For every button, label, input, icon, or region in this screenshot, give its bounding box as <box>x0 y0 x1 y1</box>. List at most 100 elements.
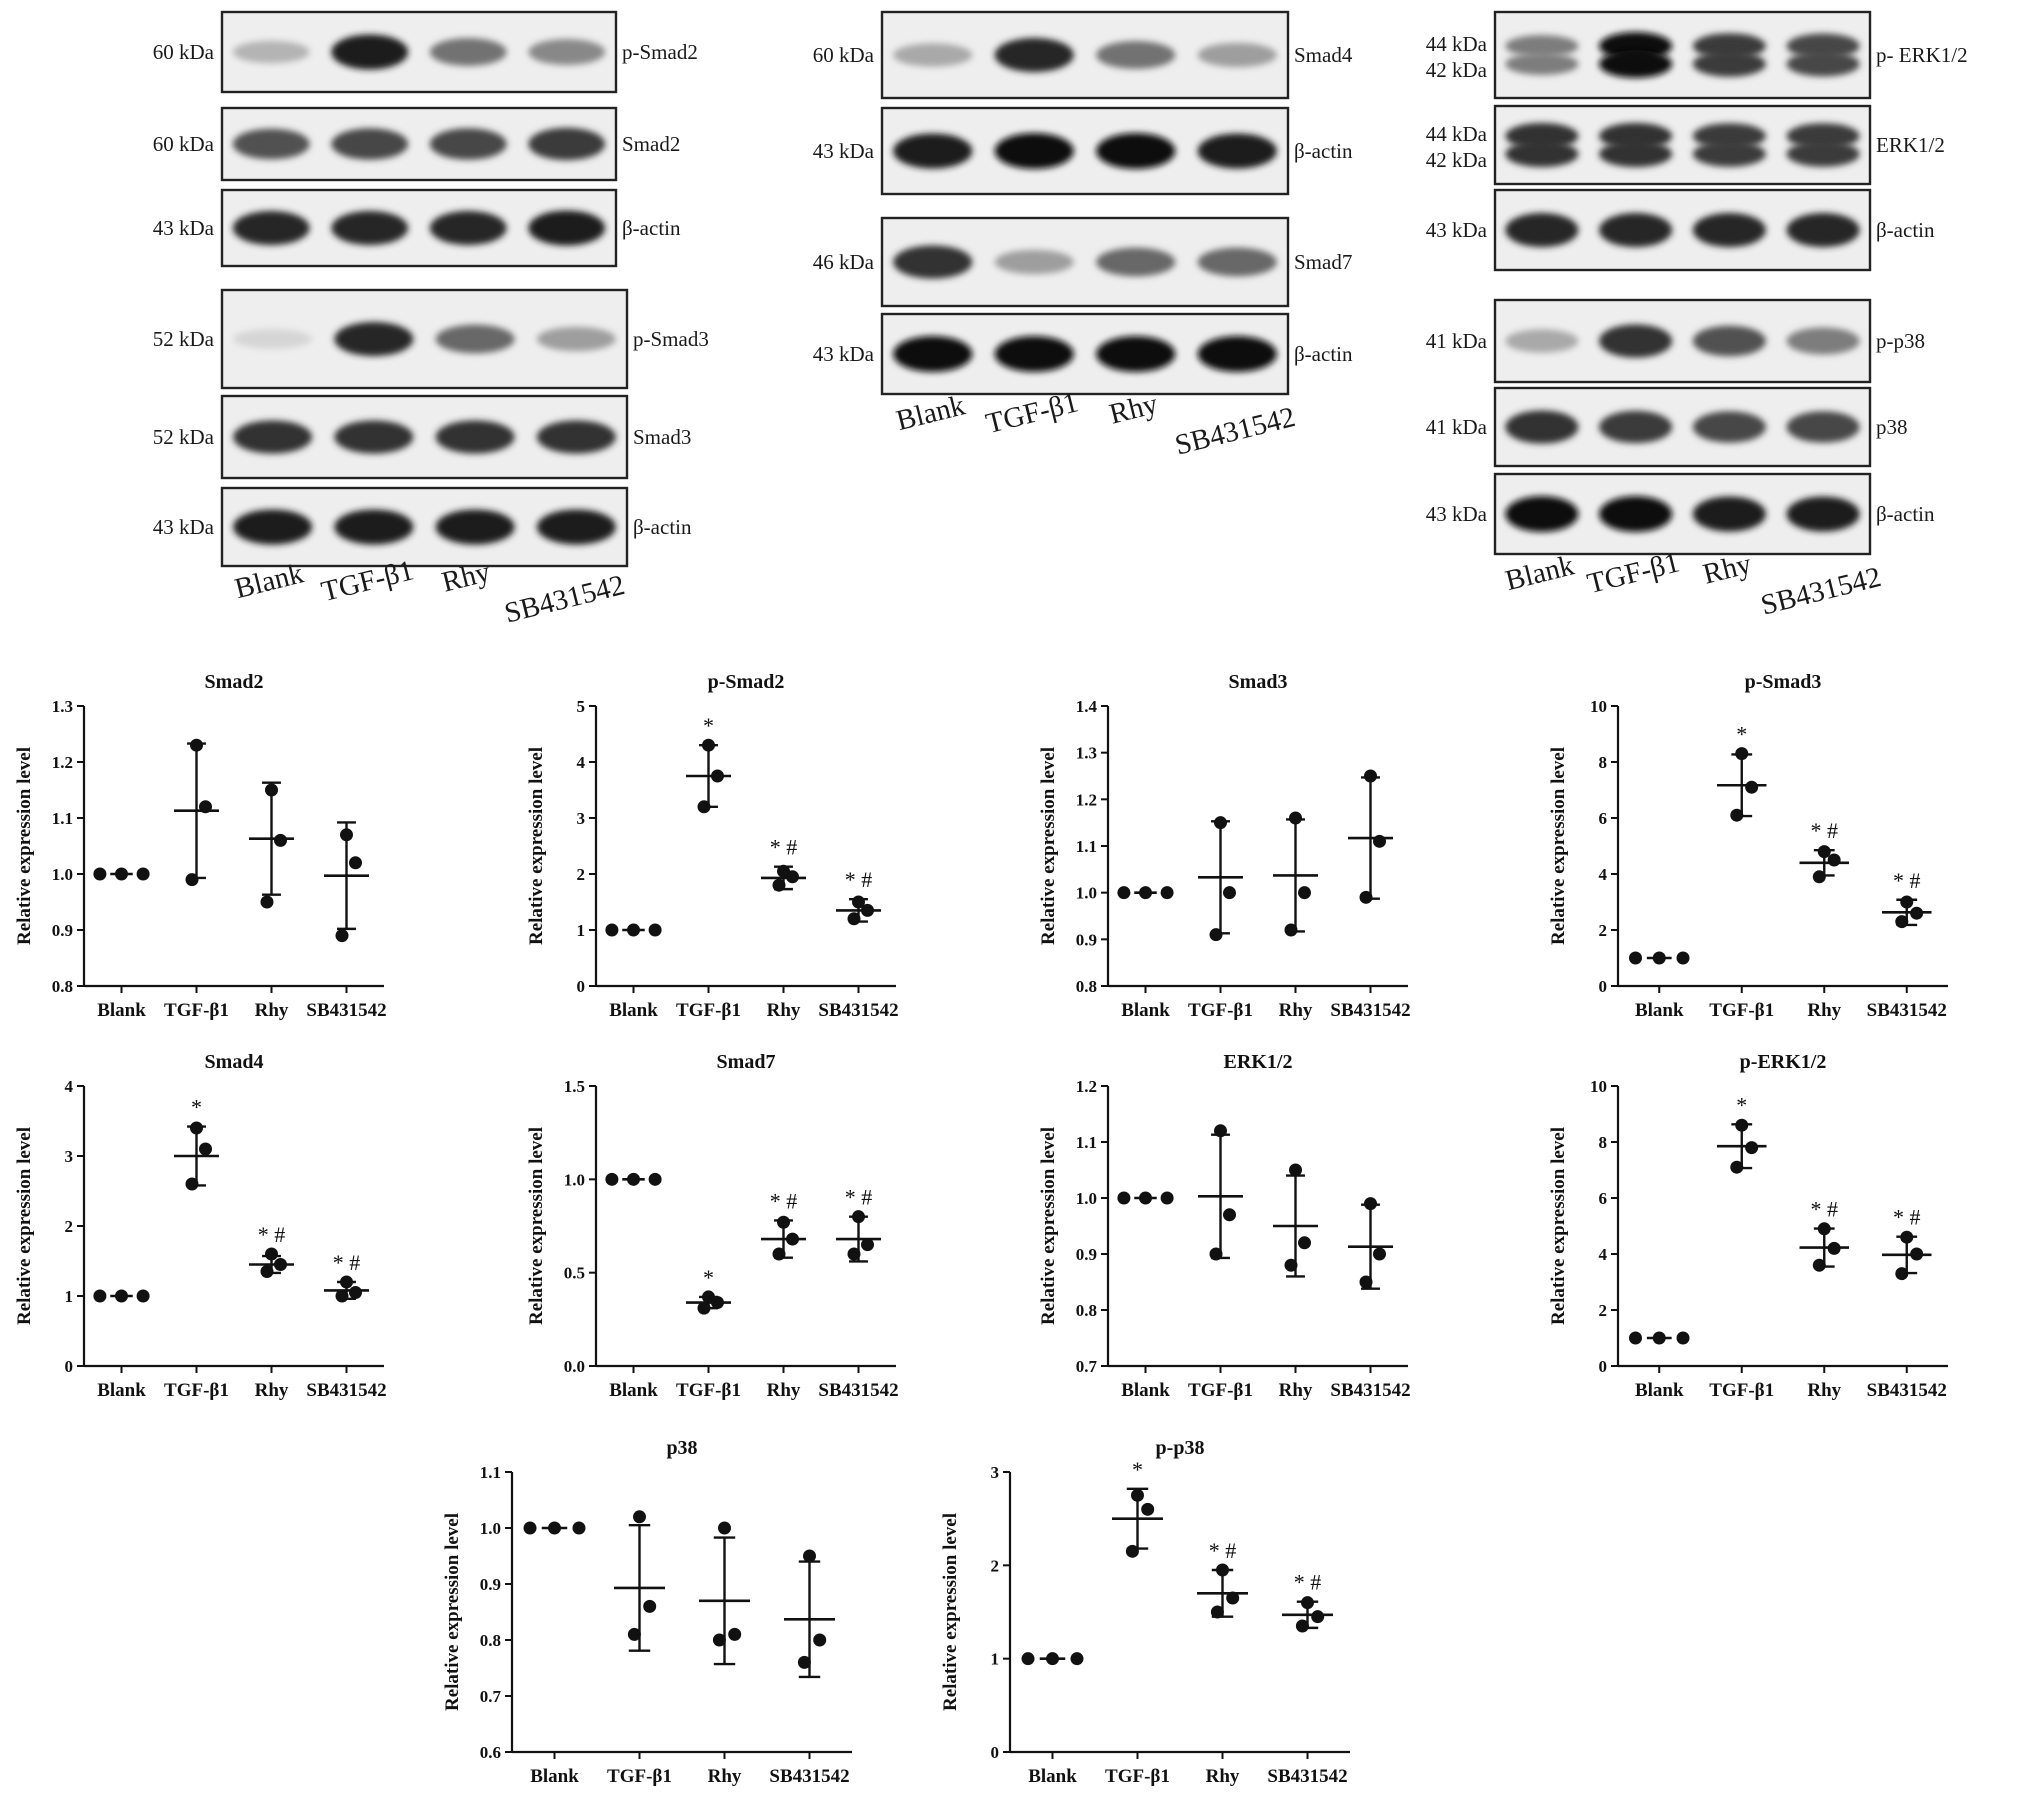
x-tick-label: SB431542 <box>1267 1766 1347 1787</box>
y-axis-label: Relative expression level <box>14 1127 35 1325</box>
y-axis-label: Relative expression level <box>442 1513 463 1711</box>
blot-band <box>429 38 507 66</box>
data-point <box>1373 834 1386 848</box>
y-tick-label: 6 <box>1599 809 1608 828</box>
protein-label: p- ERK1/2 <box>1876 43 1968 67</box>
mw-label: 52 kDa <box>153 327 215 351</box>
y-tick-label: 1 <box>991 1650 1000 1669</box>
plot-smad3: Smad3 0.8 0.9 1.0 1.1 1.2 1.3 1.4 Relative expre… <box>1038 671 1411 1021</box>
mw-label: 60 kDa <box>813 43 875 67</box>
significance-marker: * <box>191 1095 202 1120</box>
data-point <box>185 873 199 887</box>
y-tick-label: 1.5 <box>564 1077 585 1096</box>
data-point <box>718 1521 731 1535</box>
y-tick-label: 1.0 <box>1076 884 1097 903</box>
x-tick-label: Blank <box>530 1766 579 1787</box>
data-point <box>803 1549 816 1563</box>
data-point <box>1359 1275 1373 1289</box>
data-point <box>349 1286 362 1299</box>
x-tick-label: Rhy <box>767 1000 801 1021</box>
data-point <box>115 1289 128 1303</box>
plot-erk1-2: ERK1/2 0.7 0.8 0.9 1.0 1.1 1.2 Relative express… <box>1038 1051 1411 1401</box>
blot-p-erk1-2 <box>1493 10 1872 100</box>
data-point <box>1289 811 1302 825</box>
protein-label: β-actin <box>1294 342 1353 366</box>
y-tick-label: 2 <box>1599 1301 1608 1320</box>
mw-label: 43 kDa <box>813 342 875 366</box>
y-tick-label: 0 <box>1599 1357 1608 1376</box>
data-point <box>847 912 861 926</box>
data-point <box>190 738 203 752</box>
data-point <box>1745 1141 1759 1155</box>
data-point <box>340 828 353 842</box>
x-tick-label: SB431542 <box>769 1766 849 1787</box>
plot-p-p38: p-p38 0 1 2 3 Relative expression level Blank T… <box>940 1437 1350 1787</box>
y-tick-label: 0 <box>991 1743 1000 1762</box>
x-tick-label: TGF-β1 <box>676 1380 741 1401</box>
data-point <box>1359 890 1373 904</box>
data-point <box>1364 769 1377 783</box>
y-tick-label: 2 <box>65 1217 74 1236</box>
data-point <box>1910 1247 1924 1261</box>
data-point <box>1652 951 1666 965</box>
protein-label: p-Smad2 <box>622 40 698 64</box>
blot-band <box>1505 212 1579 248</box>
data-point <box>1209 1247 1223 1261</box>
x-tick-label: Rhy <box>1206 1766 1240 1787</box>
protein-label: β-actin <box>1876 502 1935 526</box>
y-axis-label: Relative expression level <box>1548 747 1569 945</box>
blot-erk1-2 <box>1493 104 1872 186</box>
x-tick-label: Blank <box>1635 1000 1684 1021</box>
data-point <box>772 878 786 892</box>
x-tick-label: Blank <box>1635 1380 1684 1401</box>
significance-marker: * # <box>1209 1538 1237 1563</box>
data-point <box>627 923 640 937</box>
blot-band <box>331 210 409 246</box>
y-axis-label: Relative expression level <box>526 747 547 945</box>
data-point <box>1223 1208 1236 1222</box>
x-tick-label: TGF-β1 <box>164 1380 229 1401</box>
significance-marker: * <box>703 713 714 738</box>
blot-band <box>232 40 310 64</box>
blot-band <box>334 420 414 454</box>
data-point <box>199 800 212 814</box>
data-point <box>93 1289 107 1303</box>
data-point <box>1117 1191 1131 1205</box>
y-tick-label: 4 <box>65 1077 74 1096</box>
x-tick-label: Blank <box>609 1380 658 1401</box>
mw-label: 43 kDa <box>1426 218 1488 242</box>
data-point <box>1131 1488 1144 1502</box>
data-point <box>1284 923 1298 937</box>
data-point <box>1910 906 1924 920</box>
y-tick-label: 3 <box>65 1147 74 1166</box>
blot-band <box>1692 141 1766 167</box>
mw-label: 44 kDa <box>1426 32 1488 56</box>
data-point <box>861 1238 874 1252</box>
y-tick-label: 0.9 <box>1076 930 1097 949</box>
blot-band <box>536 326 616 352</box>
y-tick-label: 0.7 <box>480 1687 502 1706</box>
mw-label: 60 kDa <box>153 132 215 156</box>
blot-band <box>1599 324 1673 358</box>
mw-label: 46 kDa <box>813 250 875 274</box>
significance-marker: * # <box>333 1250 361 1275</box>
data-point <box>260 895 274 909</box>
blot-band <box>1599 50 1673 78</box>
blot-smad3 <box>220 394 629 480</box>
blot--actin <box>220 188 618 268</box>
data-point <box>813 1633 827 1647</box>
y-tick-label: 0.9 <box>480 1575 501 1594</box>
plot-p38: p38 0.6 0.7 0.8 0.9 1.0 1.1 Relative expression… <box>442 1437 852 1787</box>
data-point <box>1895 915 1909 929</box>
mw-label: 60 kDa <box>153 40 215 64</box>
y-tick-label: 3 <box>577 809 586 828</box>
blot-band <box>1692 33 1766 59</box>
y-tick-label: 1.1 <box>1076 837 1097 856</box>
x-tick-label: TGF-β1 <box>607 1766 672 1787</box>
x-tick-label: Blank <box>97 1380 146 1401</box>
y-tick-label: 0.0 <box>564 1357 585 1376</box>
data-point <box>1216 1563 1229 1577</box>
data-point <box>265 783 278 797</box>
blot-band <box>1505 496 1579 532</box>
data-point <box>190 1121 203 1135</box>
